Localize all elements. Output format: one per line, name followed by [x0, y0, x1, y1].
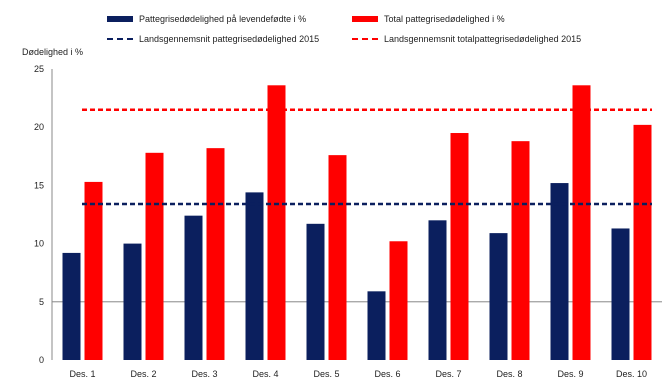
bar-series-2-3 [206, 148, 225, 360]
legend-swatch-series-2 [352, 16, 378, 22]
y-tick-label: 10 [34, 239, 44, 249]
bar-series-1-9 [550, 183, 569, 360]
legend-label-series-2: Total pattegrisedødelighed i % [384, 14, 505, 24]
legend-item-reference-1: Landsgennemsnit pattegrisedødelighed 201… [107, 34, 319, 44]
bar-series-2-9 [572, 85, 591, 361]
x-tick-label: Des. 9 [557, 369, 583, 379]
legend-swatch-reference-1 [107, 38, 133, 40]
bar-series-2-8 [511, 141, 530, 360]
x-tick-label: Des. 7 [435, 369, 461, 379]
y-tick-label: 20 [34, 122, 44, 132]
x-tick-label: Des. 10 [616, 369, 647, 379]
y-tick-label: 25 [34, 64, 44, 74]
bar-series-1-10 [611, 228, 630, 360]
bar-series-2-7 [450, 133, 469, 360]
legend-swatch-reference-2 [352, 38, 378, 40]
legend-label-series-1: Pattegrisedødelighed på levendefødte i % [139, 14, 307, 24]
x-tick-label: Des. 8 [496, 369, 522, 379]
x-tick-label: Des. 2 [130, 369, 156, 379]
bar-series-2-10 [633, 124, 652, 360]
y-axis-label: Dødelighed i % [22, 47, 84, 57]
y-tick-label: 5 [39, 297, 44, 307]
bar-series-1-8 [489, 233, 508, 360]
bar-series-2-2 [145, 152, 164, 360]
legend-swatch-series-1 [107, 16, 133, 22]
legend-item-series-2: Total pattegrisedødelighed i % [352, 14, 505, 24]
x-tick-label: Des. 4 [252, 369, 278, 379]
bar-series-1-4 [245, 192, 264, 360]
y-tick-label: 0 [39, 355, 44, 365]
bar-series-2-5 [328, 155, 347, 360]
legend-label-reference-2: Landsgennemsnit totalpattegrisedødelighe… [384, 34, 582, 44]
bar-series-1-7 [428, 220, 447, 360]
legend-label-reference-1: Landsgennemsnit pattegrisedødelighed 201… [139, 34, 320, 44]
bar-series-1-5 [306, 223, 325, 360]
bar-series-2-1 [84, 181, 103, 360]
y-tick-label: 15 [34, 180, 44, 190]
bar-series-1-6 [367, 291, 386, 360]
x-tick-label: Des. 3 [191, 369, 217, 379]
bar-series-1-2 [123, 243, 142, 360]
bar-series-1-1 [62, 252, 81, 360]
bar-series-1-3 [184, 215, 203, 360]
legend-item-series-1: Pattegrisedødelighed på levendefødte i % [107, 14, 306, 24]
legend-item-reference-2: Landsgennemsnit totalpattegrisedødelighe… [352, 34, 581, 44]
x-tick-label: Des. 6 [374, 369, 400, 379]
x-tick-label: Des. 1 [69, 369, 95, 379]
bar-series-2-4 [267, 85, 286, 361]
bar-series-2-6 [389, 241, 408, 360]
x-tick-label: Des. 5 [313, 369, 339, 379]
